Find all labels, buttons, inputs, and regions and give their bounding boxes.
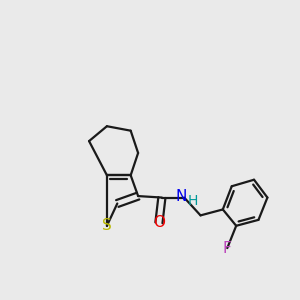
Text: S: S <box>102 218 112 233</box>
Text: F: F <box>223 241 232 256</box>
Text: O: O <box>153 215 165 230</box>
Text: N: N <box>176 189 187 204</box>
Text: H: H <box>188 194 198 208</box>
